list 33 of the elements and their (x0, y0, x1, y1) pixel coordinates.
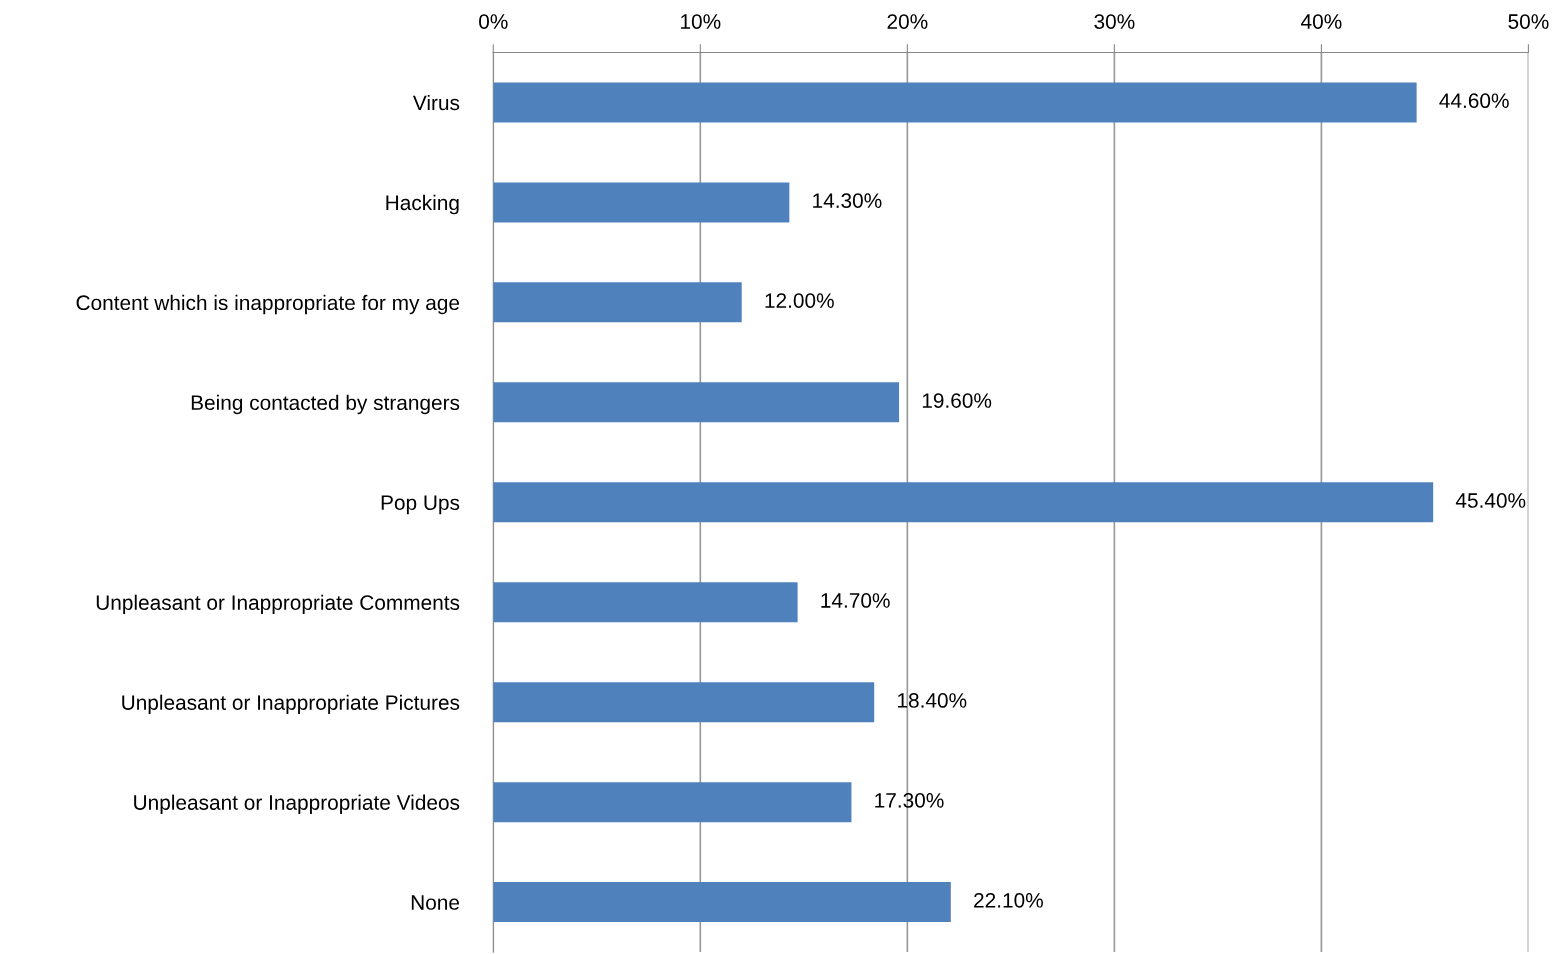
y-tick-label: Virus (412, 94, 460, 111)
y-tick-label: Being contacted by strangers (191, 394, 460, 415)
bar (493, 282, 742, 323)
bar (493, 482, 1434, 523)
data-label: 19.60% (922, 393, 992, 408)
data-label: 45.40% (1455, 493, 1526, 508)
data-label: 12.00% (765, 293, 834, 308)
x-tick-label: 10% (681, 14, 721, 29)
x-tick-label: 30% (1094, 14, 1135, 29)
data-label: 22.10% (974, 892, 1043, 908)
bar (493, 682, 875, 723)
data-label: 17.30% (875, 792, 944, 808)
data-label: 14.70% (821, 593, 890, 608)
x-tick-label: 20% (887, 14, 928, 29)
bar (493, 882, 951, 923)
data-label: 18.40% (898, 693, 967, 708)
bar (493, 582, 798, 623)
x-tick-label: 50% (1508, 14, 1549, 29)
y-tick-label: Unpleasant or Inappropriate Comments (96, 594, 460, 615)
y-tick-label: Pop Ups (381, 495, 460, 515)
x-tick-label: 40% (1301, 14, 1342, 29)
data-label: 14.30% (813, 193, 882, 208)
bar (493, 82, 1417, 123)
y-tick-label: Hacking (386, 194, 459, 215)
bar (493, 782, 852, 823)
bar (493, 382, 900, 423)
x-tick-label: 0% (479, 14, 508, 29)
data-label: 44.60% (1439, 93, 1509, 109)
y-tick-label: Unpleasant or Inappropriate Videos (134, 794, 460, 815)
y-tick-label: Content which is inappropriate for my age (76, 294, 460, 315)
bar (493, 182, 790, 223)
y-tick-label: Unpleasant or Inappropriate Pictures (122, 694, 460, 715)
y-tick-label: None (411, 895, 460, 910)
